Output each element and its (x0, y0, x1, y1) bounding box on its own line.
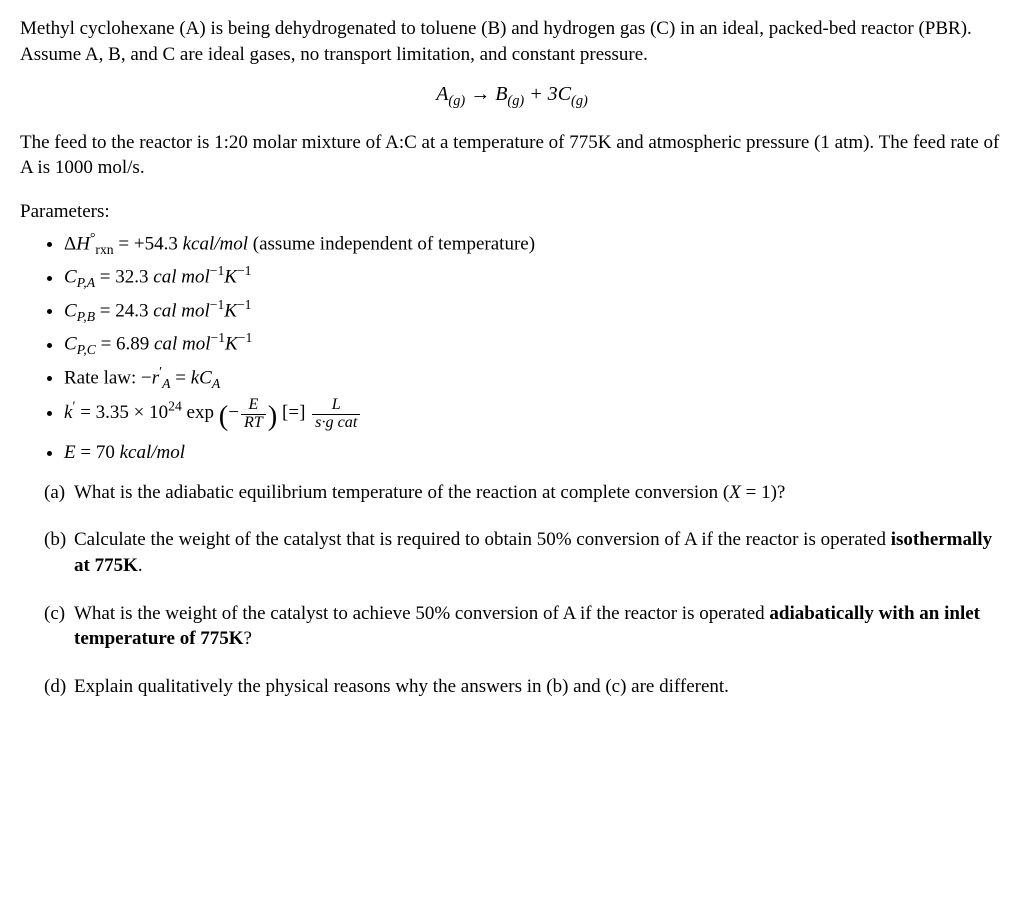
product-c: C(g) (558, 83, 588, 105)
questions-list: (a) What is the adiabatic equilibrium te… (20, 480, 1004, 700)
param-k-prime: k′ = 3.35 × 1024 exp (−ERT) [=] Ls·g cat (64, 397, 1004, 437)
param-delta-h: ΔH°rxn = +54.3 kcal/mol (assume independ… (64, 229, 1004, 260)
reaction-equation: A(g) → B(g) + 3C(g) (20, 81, 1004, 111)
question-label-b: (b) (44, 527, 66, 553)
question-b: (b) Calculate the weight of the catalyst… (44, 527, 1004, 578)
parameters-list: ΔH°rxn = +54.3 kcal/mol (assume independ… (20, 229, 1004, 466)
intro-paragraph-1: Methyl cyclohexane (A) is being dehydrog… (20, 16, 1004, 67)
product-b: B(g) (495, 83, 524, 105)
param-cpb: CP,B = 24.3 cal mol−1K−1 (64, 296, 1004, 327)
param-activation-energy: E = 70 kcal/mol (64, 440, 1004, 466)
intro-paragraph-2: The feed to the reactor is 1:20 molar mi… (20, 130, 1004, 181)
reaction-arrow: → (470, 83, 490, 105)
question-a: (a) What is the adiabatic equilibrium te… (44, 480, 1004, 506)
question-label-d: (d) (44, 674, 66, 700)
question-label-c: (c) (44, 601, 65, 627)
question-label-a: (a) (44, 480, 65, 506)
reactant-a: A(g) (436, 83, 465, 105)
parameters-heading: Parameters: (20, 199, 1004, 225)
param-cpc: CP,C = 6.89 cal mol−1K−1 (64, 329, 1004, 360)
question-d: (d) Explain qualitatively the physical r… (44, 674, 1004, 700)
param-cpa: CP,A = 32.3 cal mol−1K−1 (64, 262, 1004, 293)
param-rate-law: Rate law: −r′A = kCA (64, 363, 1004, 394)
question-c: (c) What is the weight of the catalyst t… (44, 601, 1004, 652)
